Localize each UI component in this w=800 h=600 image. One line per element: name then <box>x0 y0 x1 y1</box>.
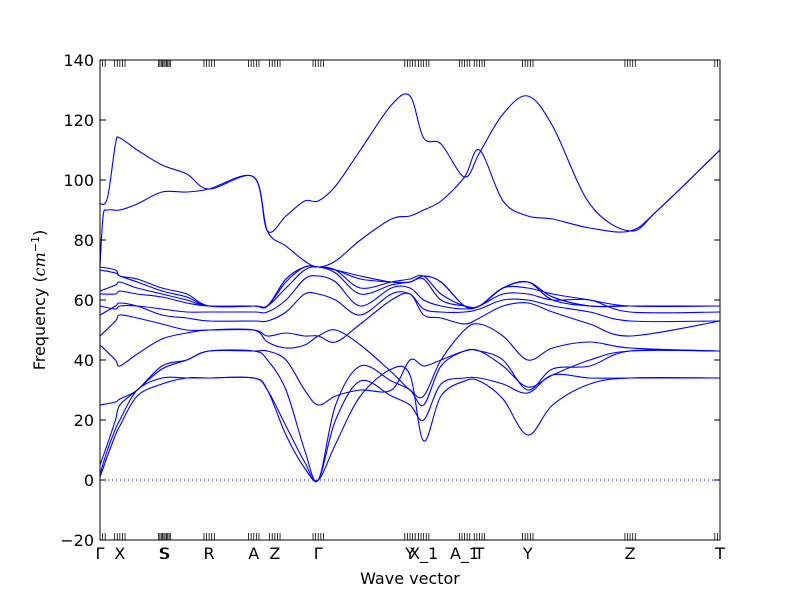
band-line-10 <box>99 265 720 309</box>
y-tick-label: 100 <box>63 171 94 190</box>
band-line-7 <box>99 291 721 323</box>
y-tick-label: −20 <box>60 531 94 550</box>
y-axis-title-unit: cm <box>30 252 49 276</box>
band-line-14 <box>99 136 721 268</box>
x-tick-label: Γ <box>314 544 323 563</box>
band-line-2 <box>99 373 720 483</box>
x-tick-label: T <box>714 544 725 563</box>
y-tick-label: 80 <box>74 231 94 250</box>
x-tick-label: X <box>114 544 125 563</box>
x-tick-label: A_1 <box>450 544 479 564</box>
y-tick-label: 20 <box>74 411 94 430</box>
x-tick-label: Y <box>404 544 415 563</box>
y-axis-title-exponent: −1 <box>29 236 42 252</box>
x-tick-label: S <box>159 544 169 563</box>
band-line-5 <box>99 323 721 399</box>
band-line-12 <box>99 265 720 310</box>
band-line-9 <box>99 266 721 309</box>
band-line-13 <box>99 93 721 268</box>
x-tick-label: Z <box>625 544 636 563</box>
band-line-8 <box>99 275 721 314</box>
series-layer <box>99 93 721 483</box>
y-axis-ticks: −20 0 20 40 60 80 100 120 140 <box>60 51 720 550</box>
y-axis-title: Frequency (cm−1) <box>29 230 49 371</box>
y-tick-label: 120 <box>63 111 94 130</box>
x-axis-title: Wave vector <box>360 569 460 588</box>
x-tick-label: A <box>248 544 259 563</box>
x-tick-label: T <box>474 544 485 563</box>
band-line-1 <box>99 365 721 482</box>
y-axis-title-close: ) <box>30 230 49 236</box>
x-tick-label: Γ <box>96 544 105 563</box>
x-tick-label: Z <box>269 544 280 563</box>
y-tick-label: 140 <box>63 51 94 70</box>
x-tick-label: R <box>204 544 215 563</box>
x-tick-label: Y <box>522 544 533 563</box>
x-axis-ticks: Γ X SS R A Z Γ YX_1 A_1T Y Z T <box>96 60 725 564</box>
y-tick-label: 40 <box>74 351 94 370</box>
y-axis-title-main: Frequency ( <box>30 276 49 370</box>
x-tick-label: S <box>160 544 170 563</box>
band-line-3 <box>99 348 721 483</box>
y-tick-label: 60 <box>74 291 94 310</box>
y-tick-label: 0 <box>84 471 94 490</box>
band-line-6 <box>99 292 721 343</box>
band-line-4 <box>99 348 721 406</box>
x-tick-label: X_1 <box>409 544 438 564</box>
